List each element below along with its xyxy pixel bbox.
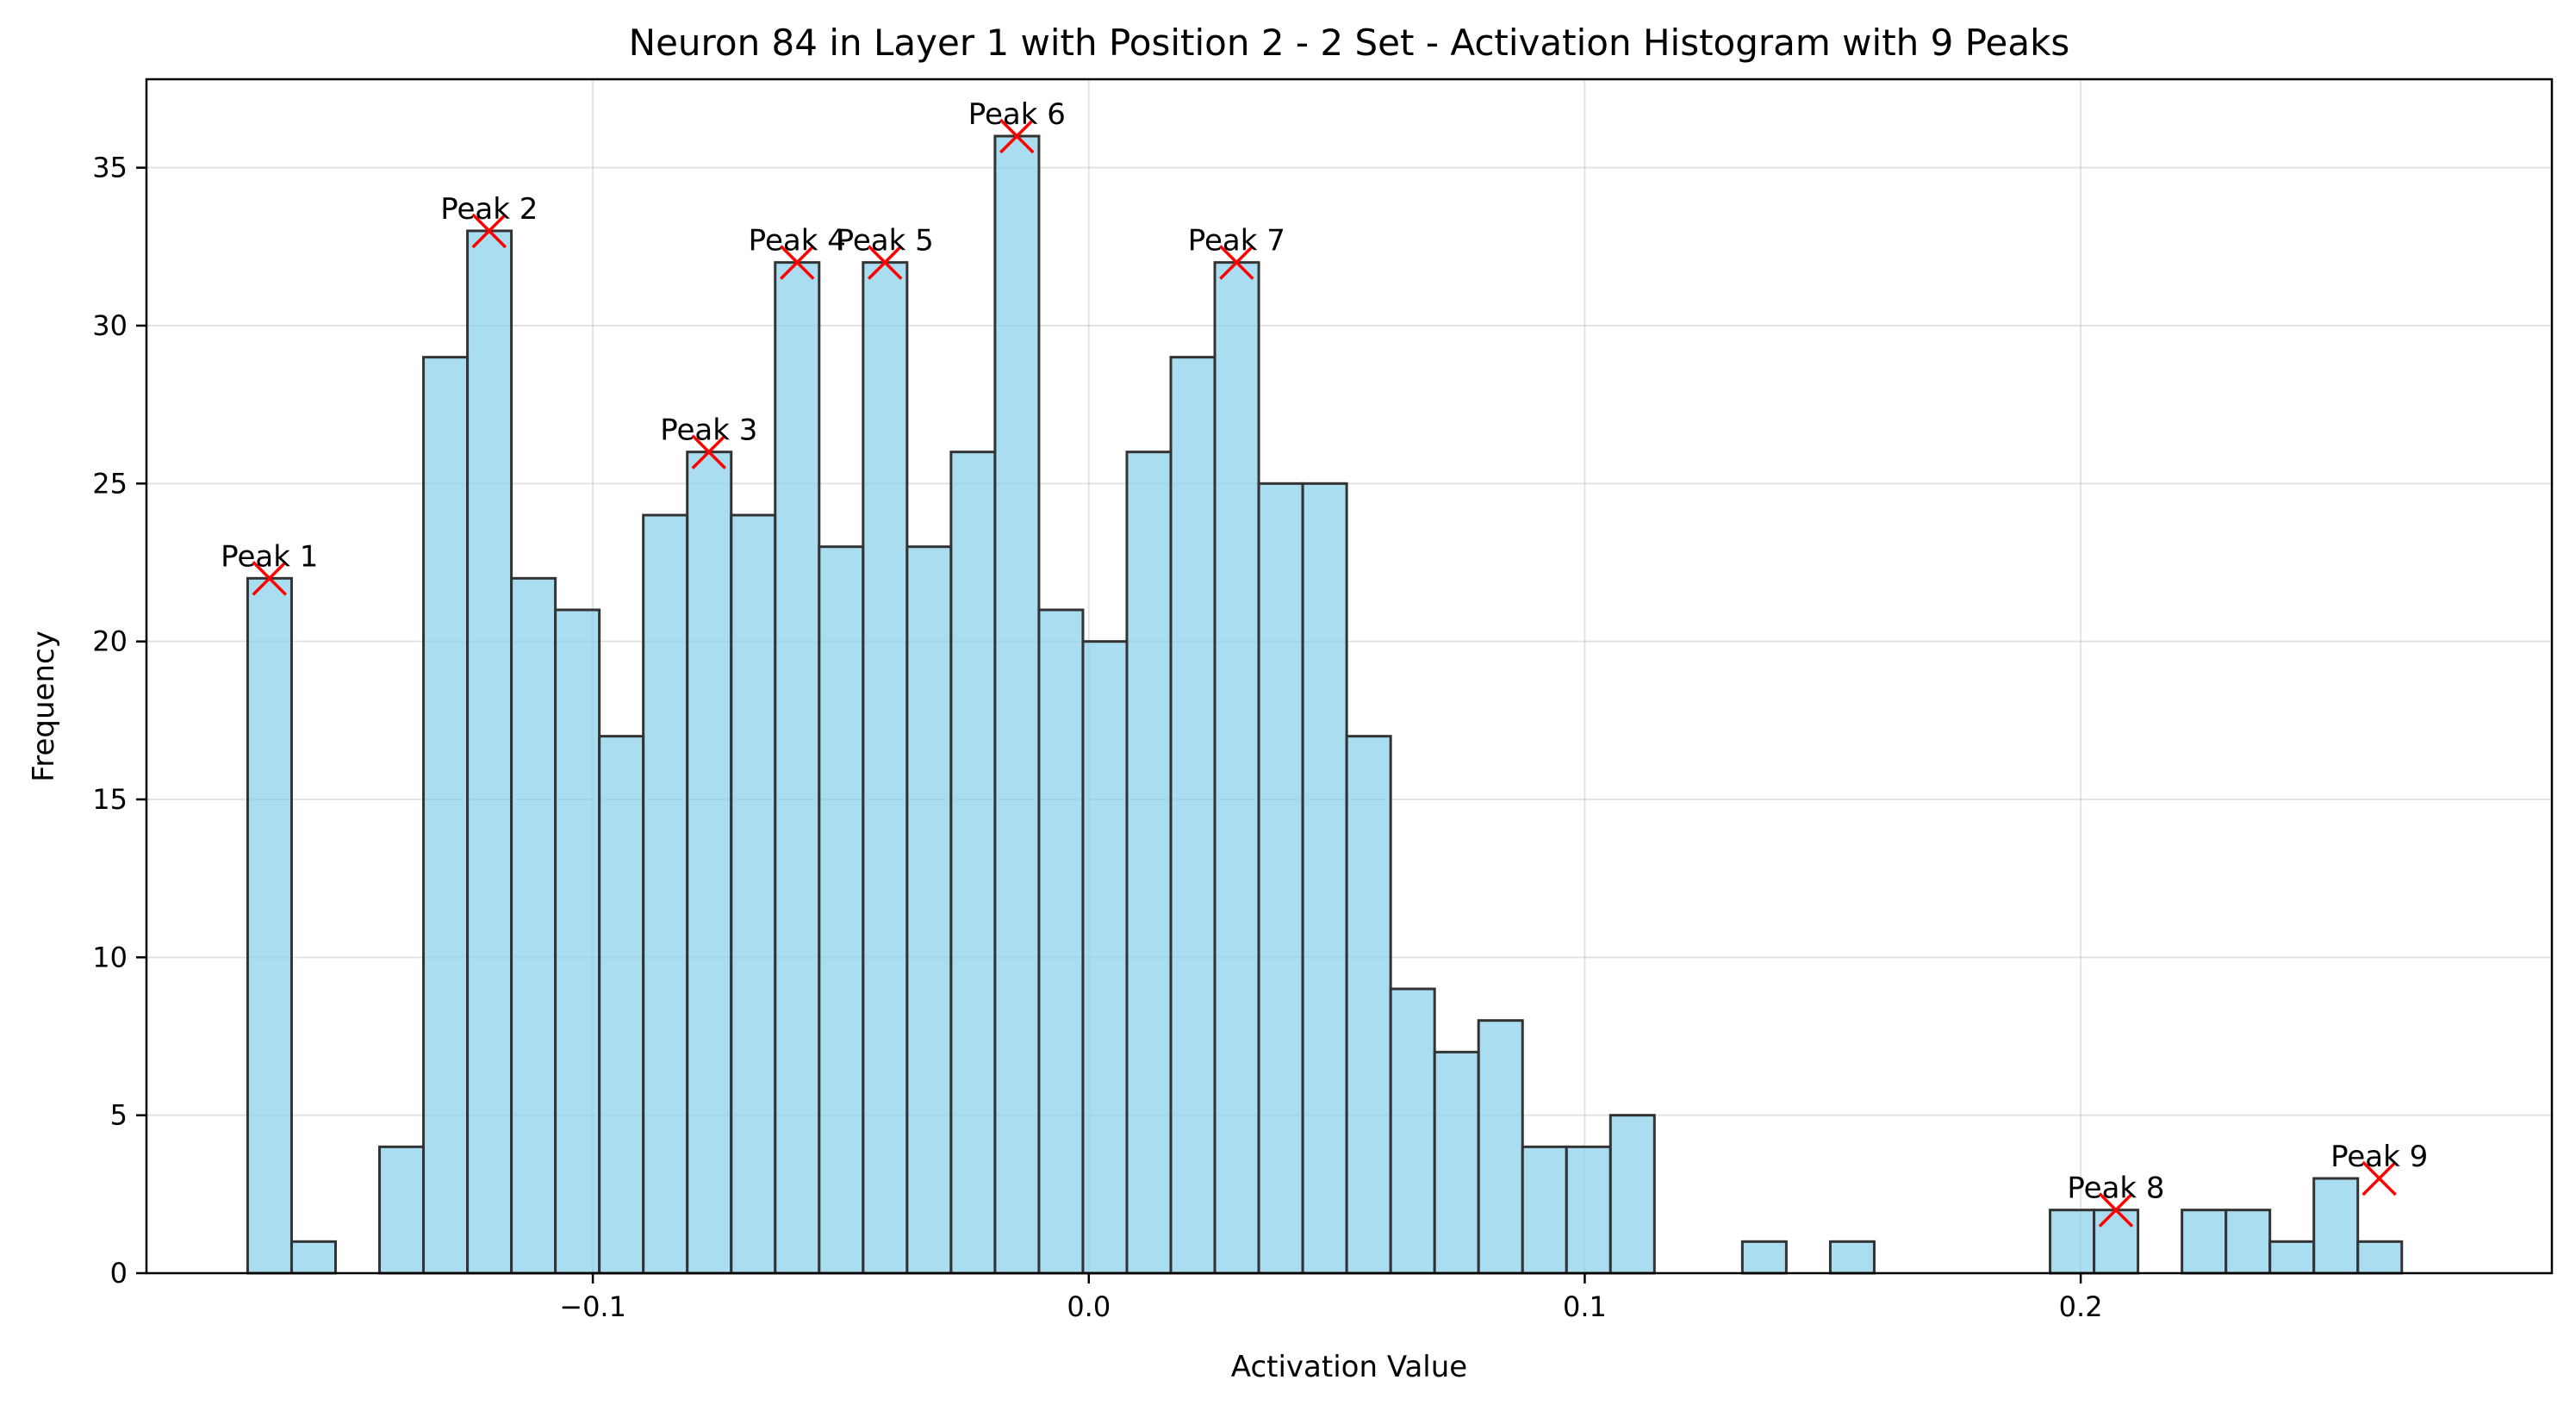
histogram-bar [686, 451, 733, 1275]
histogram-bar [1608, 1114, 1656, 1275]
histogram-bar [1257, 482, 1304, 1275]
peak-marker [691, 434, 727, 469]
histogram-bars [246, 134, 2404, 1275]
peak-marker [867, 245, 903, 280]
peak-x-stroke [999, 118, 1035, 154]
x-axis-ticks: −0.1 0.0 0.1 0.2 [559, 1273, 2103, 1323]
histogram-bar [422, 356, 470, 1275]
peak-x-stroke [252, 561, 288, 596]
y-axis-ticks: 0 5 10 15 20 25 30 35 [92, 152, 146, 1290]
histogram-bar [378, 1145, 426, 1275]
histogram-bar [993, 134, 1041, 1275]
peak-marker [1219, 245, 1254, 280]
x-axis-label: Activation Value [1231, 1350, 1467, 1384]
peak-marker [780, 245, 815, 280]
histogram-bar [1345, 735, 1392, 1275]
peak-x-stroke [691, 434, 727, 469]
histogram-bar [1740, 1240, 1788, 1275]
histogram-bar [2049, 1209, 2096, 1275]
y-tick-label: 20 [92, 625, 128, 658]
histogram-bar [1125, 451, 1173, 1275]
peak-label: Peak 7 [1188, 224, 1285, 258]
chart-title: Neuron 84 in Layer 1 with Position 2 - 2… [629, 22, 2070, 64]
peak-label: Peak 1 [221, 539, 318, 574]
peak-x-stroke [471, 213, 507, 249]
peak-marker [2361, 1160, 2397, 1197]
x-tick-label: 0.0 [1067, 1290, 1111, 1323]
peak-marker [2098, 1192, 2134, 1228]
histogram-bar [2224, 1209, 2272, 1275]
histogram-bar [2093, 1209, 2140, 1275]
y-tick-label: 10 [92, 941, 128, 973]
histogram-bar [1828, 1240, 1876, 1275]
histogram-bar [1081, 640, 1129, 1275]
histogram-bar [289, 1240, 337, 1275]
histogram-bar [1565, 1145, 1612, 1275]
histogram-bar [1037, 608, 1085, 1275]
histogram-bar [466, 229, 513, 1275]
histogram-bar [1477, 1019, 1524, 1275]
x-tick-label: 0.1 [1563, 1290, 1607, 1323]
histogram-bar [949, 451, 997, 1275]
peak-label: Peak 3 [660, 413, 757, 448]
histogram-bar [246, 576, 293, 1275]
plot-border [145, 78, 2554, 1275]
histogram-bar [2356, 1240, 2404, 1275]
histogram-bar [2312, 1177, 2360, 1275]
histogram-bar [774, 261, 821, 1275]
y-tick-label: 0 [110, 1257, 128, 1290]
peak-label: Peak 2 [440, 192, 538, 227]
histogram-bar [730, 513, 777, 1275]
histogram-bar [2181, 1209, 2228, 1275]
peak-x-stroke [2361, 1160, 2397, 1197]
peak-label: Peak 4 [749, 224, 846, 258]
histogram-bar [1521, 1145, 1568, 1275]
histogram-bar [905, 545, 953, 1275]
peak-x-stroke [780, 245, 815, 280]
y-tick-label: 15 [92, 783, 128, 816]
peak-x-stroke [2098, 1192, 2134, 1228]
plot-frame [145, 78, 2554, 1275]
histogram-bar [862, 261, 909, 1275]
histogram-bar [1301, 482, 1348, 1275]
peak-label: Peak 6 [968, 97, 1066, 132]
y-tick-label: 25 [92, 467, 128, 500]
histogram-bar [510, 576, 557, 1275]
peak-label: Peak 5 [837, 224, 934, 258]
peak-x-stroke [867, 245, 903, 280]
peak-marker [252, 561, 288, 596]
peak-label: Peak 9 [2330, 1140, 2428, 1174]
histogram-bar [598, 735, 645, 1275]
y-tick-label: 5 [110, 1099, 128, 1132]
x-tick-label: −0.1 [559, 1290, 626, 1323]
histogram-bar [1169, 356, 1216, 1275]
histogram-bar [554, 608, 601, 1275]
peak-label: Peak 8 [2067, 1172, 2164, 1206]
x-tick-label: 0.2 [2059, 1290, 2103, 1323]
histogram-bar [818, 545, 865, 1275]
histogram-bar [2268, 1240, 2316, 1275]
histogram-bar [642, 513, 689, 1275]
histogram-bar [1389, 987, 1436, 1275]
peak-marker [471, 213, 507, 249]
peak-marker [999, 118, 1035, 154]
y-tick-label: 30 [92, 309, 128, 342]
histogram-bar [1213, 261, 1260, 1275]
histogram-bar [1433, 1050, 1480, 1275]
y-axis-label: Frequency [27, 631, 61, 782]
y-tick-label: 35 [92, 152, 128, 184]
peak-x-stroke [1219, 245, 1254, 280]
